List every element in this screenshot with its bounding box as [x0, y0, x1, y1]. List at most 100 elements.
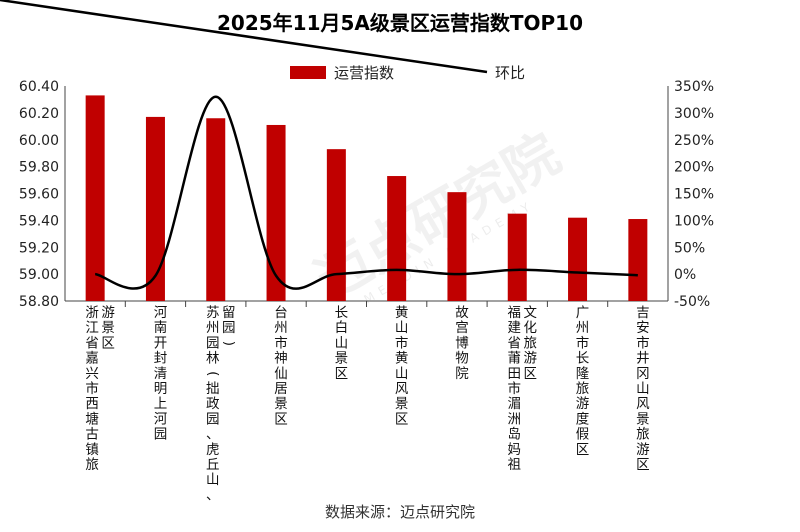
svg-text:建: 建 [508, 320, 522, 336]
svg-text:妈: 妈 [508, 442, 522, 458]
svg-text:居: 居 [274, 381, 288, 397]
svg-text:南: 南 [154, 320, 168, 336]
source-note: 数据来源：迈点研究院 [325, 503, 475, 521]
bar [628, 219, 648, 301]
svg-text:苏: 苏 [206, 305, 220, 321]
left-axis-ticks: 60.40 60.20 60.00 59.80 59.60 59.40 59.20 59.00… [19, 79, 59, 310]
svg-text:仙: 仙 [274, 366, 288, 382]
svg-text:景: 景 [636, 411, 650, 427]
svg-text:封: 封 [154, 351, 168, 367]
svg-text:虎: 虎 [206, 442, 220, 458]
svg-text:黄: 黄 [395, 305, 409, 321]
right-tick-label: 150% [674, 187, 714, 203]
svg-text:田: 田 [508, 366, 522, 382]
svg-text:省: 省 [508, 335, 522, 351]
svg-text:丘: 丘 [206, 457, 220, 473]
left-tick-label: 59.60 [19, 187, 59, 203]
svg-text:嘉: 嘉 [85, 351, 99, 367]
svg-text:物: 物 [455, 351, 469, 367]
svg-text:宫: 宫 [455, 320, 469, 336]
svg-text:西: 西 [85, 396, 99, 412]
svg-text:台: 台 [274, 305, 288, 321]
chart-title: 2025年11月5A级景区运营指数TOP10 [217, 11, 583, 35]
line-series [94, 95, 638, 290]
svg-text:院: 院 [455, 366, 469, 382]
svg-text:市: 市 [576, 334, 590, 351]
svg-text:景: 景 [335, 351, 349, 367]
bar [507, 213, 527, 301]
svg-text:景: 景 [101, 320, 115, 336]
bar [387, 176, 407, 301]
right-tick-label: -50% [674, 294, 710, 310]
svg-text:广: 广 [576, 305, 590, 321]
svg-text:旅: 旅 [636, 427, 650, 443]
svg-text:开: 开 [154, 335, 168, 351]
svg-text:莆: 莆 [508, 351, 522, 367]
legend-bar-label: 运营指数 [334, 64, 394, 82]
bar [206, 118, 226, 301]
svg-text:古: 古 [85, 427, 99, 443]
svg-text:州: 州 [274, 320, 288, 336]
svg-text:山: 山 [206, 472, 220, 488]
svg-text:区: 区 [335, 366, 349, 382]
svg-text:文: 文 [524, 305, 538, 321]
svg-text:林: 林 [206, 351, 220, 367]
bar [326, 149, 346, 301]
category-separators [124, 301, 609, 307]
left-tick-label: 60.40 [19, 79, 59, 95]
svg-text:景: 景 [274, 396, 288, 412]
left-tick-label: 59.80 [19, 160, 59, 176]
left-tick-label: 60.00 [19, 133, 59, 149]
left-tick-label: 58.80 [19, 294, 59, 310]
svg-text:河: 河 [154, 305, 168, 321]
left-tick-label: 59.00 [19, 267, 59, 283]
svg-text:风: 风 [395, 381, 409, 397]
svg-text:游: 游 [636, 442, 650, 458]
right-tick-label: 0% [674, 267, 696, 283]
svg-text:园: 园 [222, 320, 236, 336]
svg-text:祖: 祖 [508, 457, 522, 473]
svg-text:旅: 旅 [524, 335, 538, 351]
svg-text:山: 山 [335, 335, 349, 351]
svg-text:明: 明 [154, 381, 168, 397]
svg-text:河: 河 [154, 411, 168, 427]
left-tick-label: 59.20 [19, 240, 59, 256]
svg-text:景: 景 [395, 396, 409, 412]
category-labels: 浙江省嘉兴市西塘古镇旅游景区河南开封清明上河园苏州园林(拙政园、虎丘山、留园)台… [85, 305, 650, 503]
svg-text:塘: 塘 [85, 411, 99, 427]
svg-text:市: 市 [508, 380, 522, 397]
svg-text:山: 山 [395, 320, 409, 336]
svg-text:故: 故 [455, 305, 469, 321]
svg-text:福: 福 [508, 305, 522, 321]
svg-text:风: 风 [636, 396, 650, 412]
svg-text:浙: 浙 [85, 305, 99, 321]
line-path [94, 95, 638, 290]
svg-text:博: 博 [455, 334, 469, 351]
svg-text:长: 长 [576, 351, 590, 367]
svg-text:游: 游 [576, 396, 590, 412]
svg-text:州: 州 [206, 320, 220, 336]
bar [145, 116, 165, 301]
svg-text:区: 区 [395, 411, 409, 427]
bar [447, 192, 467, 301]
svg-text:游: 游 [524, 351, 538, 367]
svg-text:区: 区 [274, 411, 288, 427]
svg-text:(: ( [205, 371, 221, 376]
svg-text:): ) [221, 341, 237, 346]
bar [266, 124, 286, 301]
svg-text:清: 清 [154, 366, 168, 382]
svg-text:旅: 旅 [85, 457, 99, 473]
right-tick-label: 100% [674, 213, 714, 229]
right-tick-label: 350% [674, 79, 714, 95]
bar [85, 95, 105, 301]
svg-text:园: 园 [206, 335, 220, 351]
svg-text:游: 游 [101, 305, 115, 321]
svg-text:冈: 冈 [636, 366, 650, 382]
